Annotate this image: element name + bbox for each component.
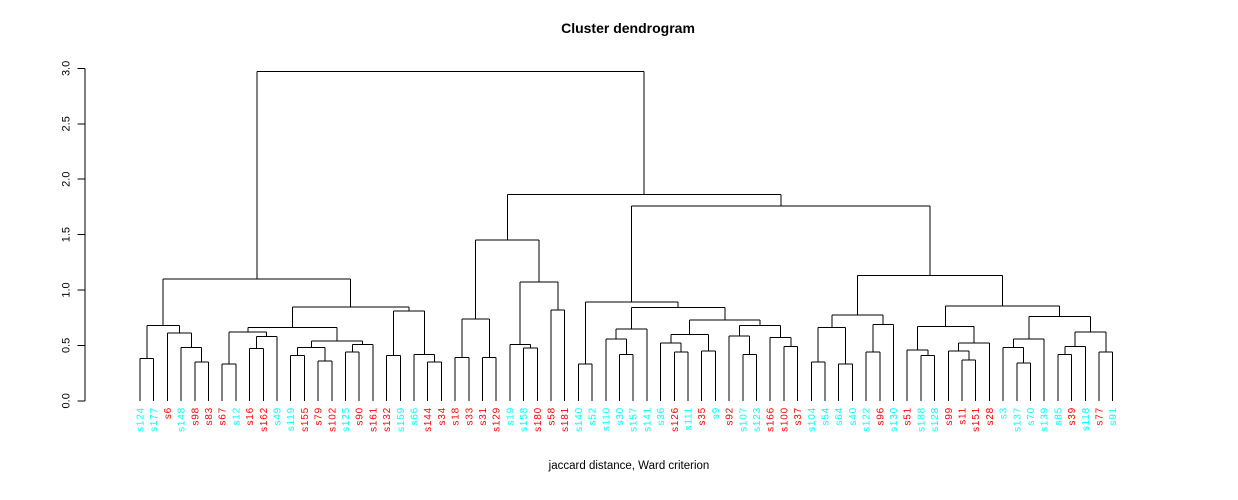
y-tick-label-2.5: 2.5 [61,116,73,131]
leaf-label-s151: s151 [971,407,982,432]
leaf-label-s99: s99 [944,407,955,426]
leaf-label-s6: s6 [163,407,174,419]
leaf-label-s137: s137 [1012,407,1023,432]
leaf-label-s77: s77 [1095,407,1106,426]
dendrogram-segments [139,71,1114,401]
leaf-label-s35: s35 [697,407,708,426]
leaf-label-s159: s159 [396,407,407,432]
leaf-label-s158: s158 [519,407,530,432]
leaf-labels: s124 s177 s6 s148 s98 s83 s67 s12 s16 s162 s49 s119… [136,407,1120,432]
leaf-label-s18: s18 [451,407,462,426]
leaf-label-s130: s130 [889,407,900,432]
leaf-label-s118: s118 [1081,407,1092,431]
leaf-label-s52: s52 [588,407,599,426]
leaf-label-s9: s9 [711,407,722,419]
leaf-label-s58: s58 [547,407,558,426]
leaf-label-s96: s96 [875,407,886,426]
leaf-label-s70: s70 [1026,407,1037,426]
leaf-label-s104: s104 [807,407,818,432]
leaf-label-s33: s33 [464,407,475,426]
leaf-label-s66: s66 [410,407,421,426]
leaf-label-s36: s36 [656,407,667,426]
leaf-label-s126: s126 [670,407,681,432]
leaf-label-s124: s124 [136,407,147,432]
leaf-label-s31: s31 [478,407,489,426]
leaf-label-s102: s102 [327,407,338,432]
leaf-label-s64: s64 [834,407,845,426]
leaf-label-s111: s111 [684,407,695,430]
leaf-label-s85: s85 [1053,407,1064,426]
leaf-label-s180: s180 [533,407,544,432]
leaf-label-s98: s98 [190,407,201,426]
leaf-label-s67: s67 [218,407,229,426]
leaf-label-s49: s49 [273,407,284,426]
leaf-label-s11: s11 [958,407,969,425]
leaf-label-s91: s91 [1108,407,1119,426]
leaf-label-s79: s79 [314,407,325,426]
leaf-label-s90: s90 [355,407,366,426]
leaf-label-s177: s177 [149,407,160,432]
leaf-label-s188: s188 [916,407,927,432]
leaf-label-s132: s132 [382,407,393,432]
leaf-label-s3: s3 [999,407,1010,419]
x-axis-caption: jaccard distance, Ward criterion [548,460,710,472]
leaf-label-s54: s54 [821,407,832,426]
dendrogram-tree-lines [139,71,1114,401]
y-tick-label-0.5: 0.5 [61,338,73,353]
leaf-label-s161: s161 [368,407,379,432]
leaf-label-s125: s125 [341,407,352,432]
leaf-label-s128: s128 [930,407,941,432]
y-tick-label-2.0: 2.0 [61,172,73,187]
leaf-label-s141: s141 [642,407,653,432]
leaf-label-s40: s40 [848,407,859,426]
leaf-label-s28: s28 [985,407,996,426]
leaf-label-s92: s92 [725,407,736,426]
y-tick-label-1.0: 1.0 [61,282,73,297]
leaf-label-s110: s110 [601,407,612,431]
leaf-label-s181: s181 [560,407,571,432]
leaf-label-s12: s12 [231,407,242,426]
leaf-label-s140: s140 [574,407,585,432]
leaf-label-s157: s157 [629,407,640,432]
leaf-label-s123: s123 [752,407,763,432]
leaf-label-s129: s129 [492,407,503,432]
y-tick-label-0.0: 0.0 [61,393,73,408]
leaf-label-s139: s139 [1040,407,1051,432]
leaf-label-s51: s51 [903,407,914,426]
y-tick-label-1.5: 1.5 [61,227,73,242]
leaf-label-s16: s16 [245,407,256,426]
leaf-label-s107: s107 [738,407,749,432]
leaf-label-s144: s144 [423,407,434,432]
leaf-label-s19: s19 [505,407,516,426]
leaf-label-s119: s119 [286,407,297,431]
leaf-label-s37: s37 [793,407,804,426]
leaf-label-s148: s148 [177,407,188,432]
leaf-label-s83: s83 [204,407,215,426]
leaf-label-s39: s39 [1067,407,1078,426]
y-axis: 0.0 0.5 1.0 1.5 2.0 2.5 3.0 [61,61,86,408]
y-tick-label-3.0: 3.0 [61,61,73,76]
leaf-label-s166: s166 [766,407,777,432]
leaf-label-s122: s122 [862,407,873,432]
chart-title: Cluster dendrogram [561,20,695,36]
leaf-label-s30: s30 [615,407,626,426]
leaf-label-s155: s155 [300,407,311,432]
leaf-label-s162: s162 [259,407,270,432]
leaf-label-s34: s34 [437,407,448,426]
leaf-label-s100: s100 [779,407,790,432]
